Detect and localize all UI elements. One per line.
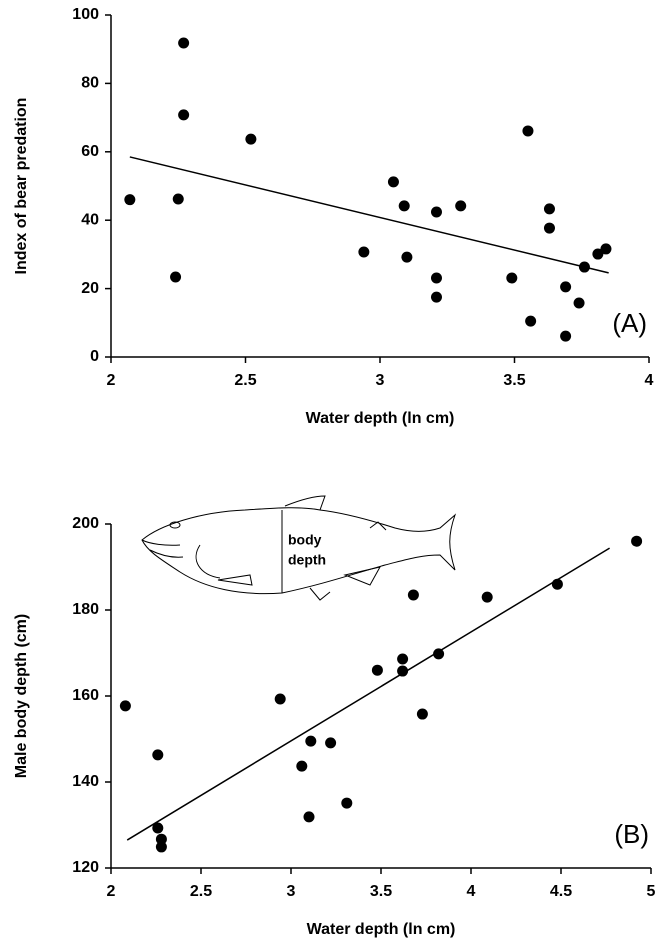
point <box>155 833 167 845</box>
point <box>397 665 409 677</box>
point <box>398 200 410 212</box>
point <box>560 330 572 342</box>
y-tick-label: 200 <box>72 515 99 532</box>
x-tick-label: 2.5 <box>234 372 256 389</box>
point <box>397 653 409 665</box>
point <box>631 535 643 547</box>
point <box>296 760 308 772</box>
x-axis-label: Water depth (ln cm) <box>306 410 455 427</box>
point <box>522 125 534 137</box>
y-tick-label: 20 <box>81 280 99 297</box>
regression-line <box>126 547 610 841</box>
x-tick-label: 2 <box>107 883 116 900</box>
point <box>401 251 413 263</box>
y-tick-label: 120 <box>72 859 99 876</box>
x-tick-label: 4 <box>645 372 654 389</box>
panel-label: (B) <box>614 819 649 849</box>
point <box>407 589 419 601</box>
x-tick-label: 3 <box>287 883 296 900</box>
point <box>170 271 182 283</box>
y-tick-label: 80 <box>81 75 99 92</box>
x-tick-label: 2.5 <box>190 883 212 900</box>
point <box>525 315 537 327</box>
point <box>124 194 136 206</box>
point <box>371 664 383 676</box>
x-tick-label: 3.5 <box>370 883 392 900</box>
point <box>600 243 612 255</box>
x-tick-label: 5 <box>647 883 656 900</box>
y-axis-label: Index of bear predation <box>13 98 30 275</box>
y-axis-label: Male body depth (cm) <box>13 614 30 778</box>
x-tick-label: 3 <box>376 372 385 389</box>
point <box>245 133 257 145</box>
point <box>155 841 167 853</box>
point <box>592 248 604 260</box>
y-tick-label: 140 <box>72 773 99 790</box>
point <box>551 578 563 590</box>
point <box>172 193 184 205</box>
point <box>573 297 585 309</box>
x-tick-label: 2 <box>107 372 116 389</box>
point <box>416 708 428 720</box>
point <box>152 749 164 761</box>
inset-label: depth <box>288 552 326 568</box>
point <box>305 735 317 747</box>
point <box>430 291 442 303</box>
point <box>430 206 442 218</box>
point <box>560 281 572 293</box>
salmon-drawing <box>141 495 457 601</box>
point <box>455 200 467 212</box>
x-tick-label: 3.5 <box>503 372 525 389</box>
y-tick-label: 100 <box>72 6 99 23</box>
point <box>506 272 518 284</box>
x-tick-label: 4.5 <box>550 883 572 900</box>
point <box>433 648 445 660</box>
y-tick-label: 180 <box>72 601 99 618</box>
regression-line <box>129 156 609 274</box>
x-axis-label: Water depth (ln cm) <box>307 921 456 938</box>
point <box>341 797 353 809</box>
y-tick-label: 160 <box>72 687 99 704</box>
point <box>387 176 399 188</box>
y-tick-label: 60 <box>81 143 99 160</box>
inset-label: body <box>288 532 322 548</box>
point <box>578 261 590 273</box>
point <box>325 737 337 749</box>
y-tick-label: 0 <box>90 348 99 365</box>
point <box>543 203 555 215</box>
point <box>430 272 442 284</box>
point <box>481 591 493 603</box>
point <box>274 693 286 705</box>
point <box>358 246 370 258</box>
point <box>543 222 555 234</box>
point <box>178 109 190 121</box>
point <box>178 37 190 49</box>
point <box>119 700 131 712</box>
panel-label: (A) <box>612 308 647 338</box>
point <box>152 822 164 834</box>
point <box>303 811 315 823</box>
y-tick-label: 40 <box>81 211 99 228</box>
x-tick-label: 4 <box>467 883 476 900</box>
